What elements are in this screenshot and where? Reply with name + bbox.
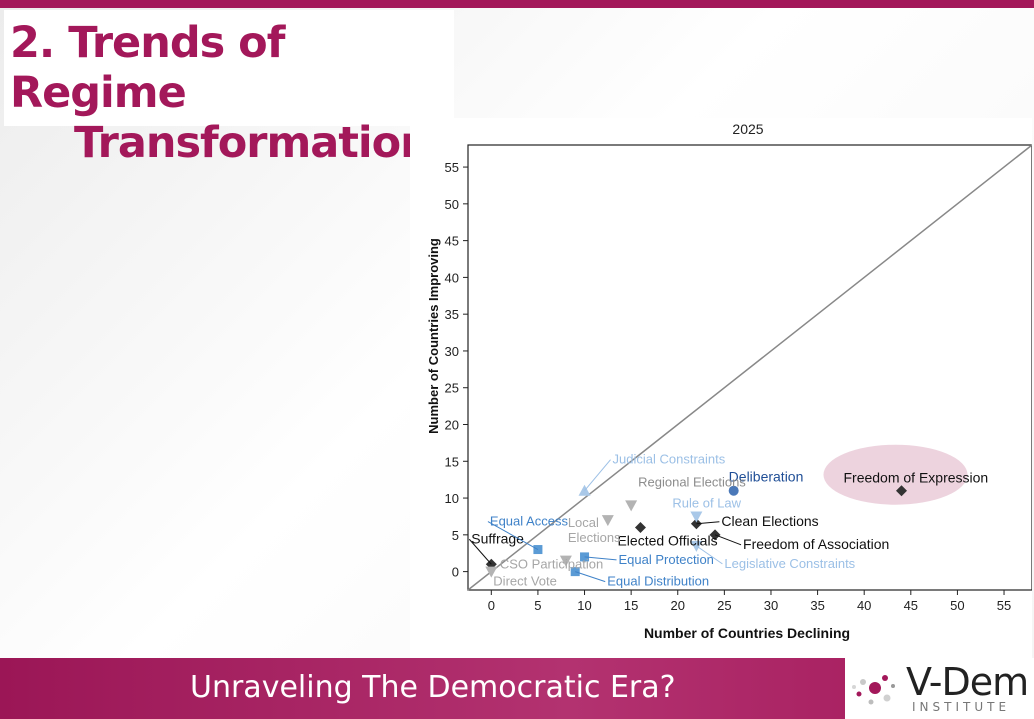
label-freedom-of-expression: Freedom of Expression xyxy=(843,470,988,486)
label-direct-vote: Direct Vote xyxy=(493,574,557,589)
y-tick-label: 55 xyxy=(445,160,459,175)
vdem-dots-icon xyxy=(852,675,895,705)
leader-line-suffrage xyxy=(468,538,492,565)
y-tick-label: 10 xyxy=(445,491,459,506)
x-tick-label: 5 xyxy=(534,598,541,613)
y-tick-label: 50 xyxy=(445,197,459,212)
x-tick-label: 0 xyxy=(488,598,495,613)
x-tick-label: 30 xyxy=(764,598,778,613)
x-tick-label: 55 xyxy=(997,598,1011,613)
leader-line-clean-elections xyxy=(696,521,720,525)
x-tick-label: 45 xyxy=(904,598,918,613)
logo-wordmark: V-Dem xyxy=(906,660,1029,704)
x-tick-label: 25 xyxy=(717,598,731,613)
point-freedom-of-expression xyxy=(895,485,907,497)
label-clean-elections: Clean Elections xyxy=(721,513,818,529)
x-tick-label: 35 xyxy=(810,598,824,613)
label-elected-officials: Elected Officials xyxy=(617,532,717,548)
point-deliberation xyxy=(728,485,739,496)
y-tick-label: 25 xyxy=(445,381,459,396)
label-deliberation: Deliberation xyxy=(729,469,804,485)
y-tick-label: 30 xyxy=(445,344,459,359)
title-panel xyxy=(4,10,454,126)
highlight-ellipse xyxy=(823,444,968,505)
leader-line-equal-distribution xyxy=(575,571,606,583)
y-tick-label: 5 xyxy=(452,528,459,543)
label-local-elections: Local xyxy=(568,515,599,530)
leader-line-equal-protection xyxy=(584,556,617,561)
diagonal-reference-line xyxy=(467,144,1033,591)
x-tick-label: 40 xyxy=(857,598,871,613)
footer-title: Unraveling The Democratic Era? xyxy=(190,670,676,705)
point-cso-participation xyxy=(559,555,572,567)
chart-panel: 2025 0 5 10 15 20 25 30 35 40 45 50 55 0 5 10 15 20 25 30 3… xyxy=(410,118,1033,658)
x-tick-label: 15 xyxy=(624,598,638,613)
y-axis-label: Number of Countries Improving xyxy=(426,238,441,434)
slide-title: 2. Trends of Regime Transformation xyxy=(10,18,450,168)
point-elected-officials xyxy=(634,521,646,533)
scatter-chart: 2025 0 5 10 15 20 25 30 35 40 45 50 550510152025303… xyxy=(426,121,1033,641)
label-freedom-of-association: Freedom of Association xyxy=(743,536,889,552)
axis-ticks: 0 5 10 15 20 25 30 35 40 45 50 55 0 5 10 15 20 25 30 35 40 45… xyxy=(445,160,1012,613)
y-tick-label: 20 xyxy=(445,418,459,433)
logo-panel xyxy=(845,658,1034,719)
y-tick-label: 0 xyxy=(452,565,459,580)
leader-line-freedom-of-association xyxy=(714,534,742,546)
label-regional-elections: Regional Elections xyxy=(638,474,746,489)
point-rule-of-law xyxy=(690,511,703,523)
label-judicial-constraints: Judicial Constraints xyxy=(613,452,726,467)
label-equal-access: Equal Access xyxy=(490,514,569,529)
x-axis-label: Number of Countries Declining xyxy=(644,625,850,641)
y-tick-label: 40 xyxy=(445,270,459,285)
y-tick-label: 45 xyxy=(445,234,459,249)
point-direct-vote xyxy=(485,566,498,578)
x-tick-label: 50 xyxy=(950,598,964,613)
label-rule-of-law: Rule of Law xyxy=(672,495,741,510)
highlight-layer xyxy=(823,444,968,505)
label-cso-participation: CSO Participation xyxy=(500,557,603,572)
label-local-elections: Elections xyxy=(568,530,621,545)
label-suffrage: Suffrage xyxy=(471,530,524,546)
slide-title-line-2: Transformation xyxy=(74,118,431,168)
leader-line-judicial-constraints xyxy=(584,459,611,492)
point-regional-elections xyxy=(625,500,638,512)
x-tick-label: 20 xyxy=(671,598,685,613)
y-tick-label: 15 xyxy=(445,454,459,469)
data-labels: Freedom of Expression Deliberation Clean E… xyxy=(468,452,988,589)
label-equal-distribution: Equal Distribution xyxy=(607,574,709,589)
label-equal-protection: Equal Protection xyxy=(619,552,714,567)
leader-line-equal-access xyxy=(487,521,539,550)
point-local-elections xyxy=(601,515,614,527)
label-legislative-constraints: Legislative Constraints xyxy=(724,556,855,571)
chart-title: 2025 xyxy=(732,121,763,137)
slide-title-line-1: 2. Trends of Regime xyxy=(10,18,285,118)
top-accent-bar xyxy=(0,0,1034,8)
x-tick-label: 10 xyxy=(577,598,591,613)
leader-line-legislative-constraints xyxy=(696,545,723,565)
y-tick-label: 35 xyxy=(445,307,459,322)
logo-subtitle: INSTITUTE xyxy=(912,700,1011,714)
